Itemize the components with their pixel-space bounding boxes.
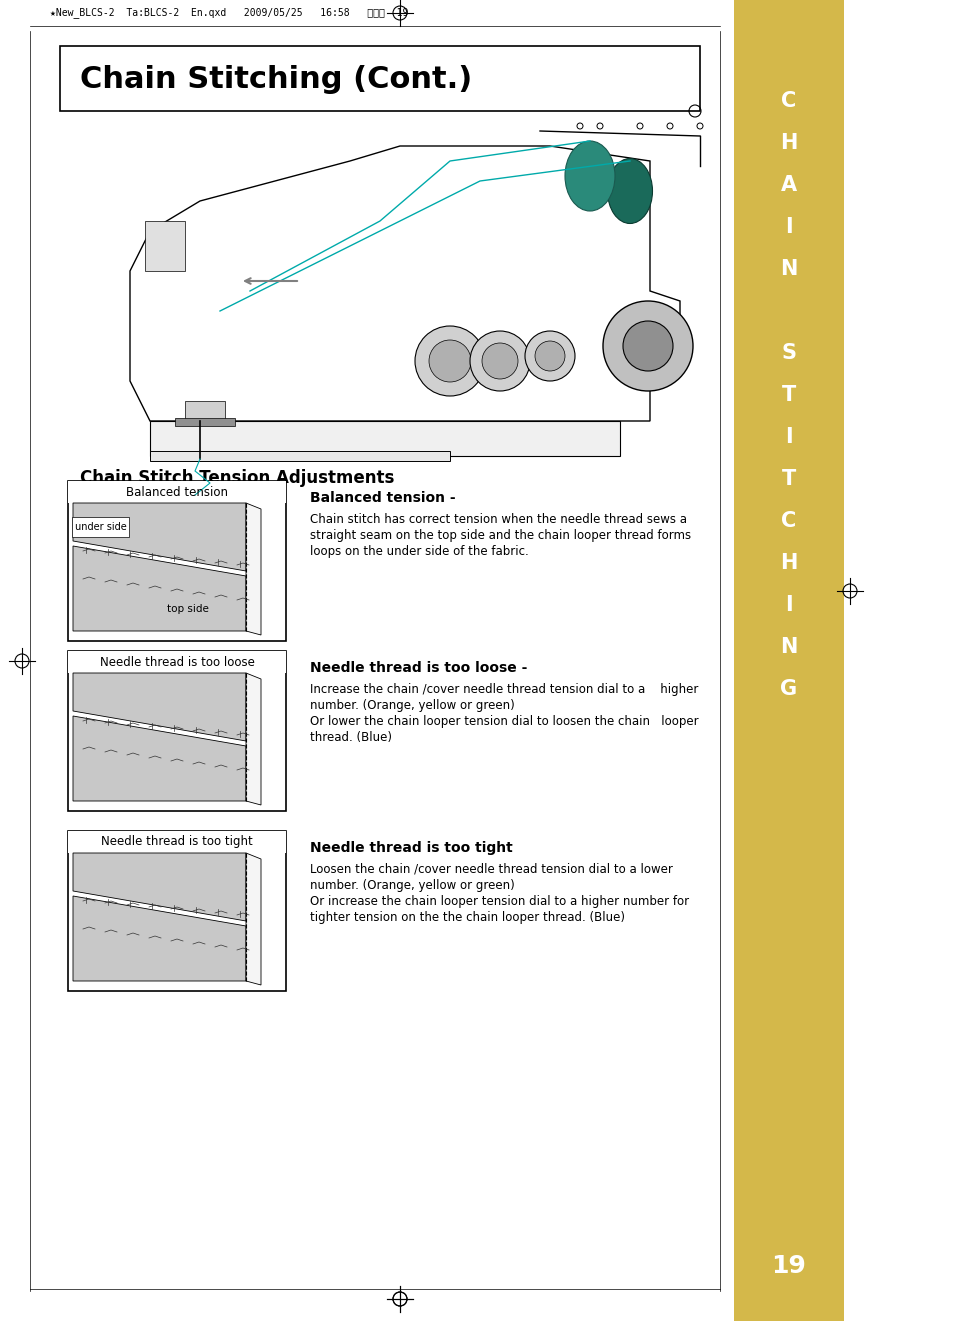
Text: Needle thread is too loose -: Needle thread is too loose - [310, 660, 527, 675]
Circle shape [622, 321, 672, 371]
Circle shape [429, 339, 471, 382]
Polygon shape [246, 853, 261, 985]
FancyBboxPatch shape [68, 831, 286, 853]
Text: Needle thread is too tight: Needle thread is too tight [101, 835, 253, 848]
Circle shape [470, 332, 530, 391]
Text: 19: 19 [771, 1254, 805, 1277]
Text: T: T [781, 384, 796, 406]
Text: Needle thread is too loose: Needle thread is too loose [99, 655, 254, 668]
Polygon shape [73, 716, 246, 801]
Text: Chain Stitching (Cont.): Chain Stitching (Cont.) [80, 65, 472, 94]
Text: Or increase the chain looper tension dial to a higher number for: Or increase the chain looper tension dia… [310, 896, 688, 908]
Text: N: N [780, 259, 797, 279]
Text: C: C [781, 91, 796, 111]
Circle shape [535, 341, 564, 371]
Text: Loosen the chain /cover needle thread tension dial to a lower: Loosen the chain /cover needle thread te… [310, 863, 672, 876]
Text: Chain stitch has correct tension when the needle thread sews a: Chain stitch has correct tension when th… [310, 513, 686, 526]
Polygon shape [73, 672, 246, 741]
Text: number. (Orange, yellow or green): number. (Orange, yellow or green) [310, 699, 515, 712]
Text: under side: under side [75, 522, 127, 532]
Text: H: H [780, 553, 797, 573]
Text: G: G [780, 679, 797, 699]
FancyBboxPatch shape [68, 651, 286, 672]
Text: S: S [781, 343, 796, 363]
Text: T: T [781, 469, 796, 489]
Polygon shape [246, 503, 261, 635]
Polygon shape [150, 421, 619, 456]
Ellipse shape [564, 141, 615, 211]
Text: I: I [784, 217, 792, 236]
Text: tighter tension on the the chain looper thread. (Blue): tighter tension on the the chain looper … [310, 911, 624, 923]
Ellipse shape [607, 159, 652, 223]
Text: Increase the chain /cover needle thread tension dial to a    higher: Increase the chain /cover needle thread … [310, 683, 698, 696]
Text: Chain Stitch Tension Adjustments: Chain Stitch Tension Adjustments [80, 469, 394, 487]
Circle shape [602, 301, 692, 391]
Text: N: N [780, 637, 797, 657]
Text: straight seam on the top side and the chain looper thread forms: straight seam on the top side and the ch… [310, 528, 690, 542]
Circle shape [481, 343, 517, 379]
Polygon shape [130, 147, 679, 421]
Text: I: I [784, 427, 792, 446]
FancyBboxPatch shape [68, 831, 286, 991]
FancyBboxPatch shape [68, 481, 286, 641]
Bar [145, 221, 185, 271]
Polygon shape [73, 896, 246, 982]
Polygon shape [246, 672, 261, 804]
Circle shape [415, 326, 484, 396]
Polygon shape [73, 546, 246, 631]
Bar [174, 417, 234, 425]
Text: thread. (Blue): thread. (Blue) [310, 731, 392, 744]
Polygon shape [73, 503, 246, 571]
Circle shape [524, 332, 575, 380]
Text: top side: top side [167, 604, 209, 614]
Text: I: I [784, 594, 792, 616]
Text: loops on the under side of the fabric.: loops on the under side of the fabric. [310, 546, 528, 557]
Bar [185, 402, 225, 421]
Text: A: A [781, 174, 796, 196]
Text: ★New_BLCS-2  Ta:BLCS-2  En.qxd   2009/05/25   16:58   ページ  19: ★New_BLCS-2 Ta:BLCS-2 En.qxd 2009/05/25 … [50, 8, 408, 18]
FancyBboxPatch shape [733, 0, 843, 1321]
Text: number. (Orange, yellow or green): number. (Orange, yellow or green) [310, 878, 515, 892]
Text: Or lower the chain looper tension dial to loosen the chain   looper: Or lower the chain looper tension dial t… [310, 715, 698, 728]
FancyBboxPatch shape [60, 46, 700, 111]
Text: Needle thread is too tight: Needle thread is too tight [310, 841, 512, 855]
Polygon shape [150, 450, 450, 461]
Polygon shape [73, 853, 246, 921]
Ellipse shape [550, 170, 589, 231]
Text: H: H [780, 133, 797, 153]
FancyBboxPatch shape [68, 481, 286, 503]
FancyBboxPatch shape [68, 651, 286, 811]
Text: Balanced tension: Balanced tension [126, 486, 228, 498]
Text: Balanced tension -: Balanced tension - [310, 491, 456, 505]
Text: C: C [781, 511, 796, 531]
FancyBboxPatch shape [71, 517, 129, 538]
